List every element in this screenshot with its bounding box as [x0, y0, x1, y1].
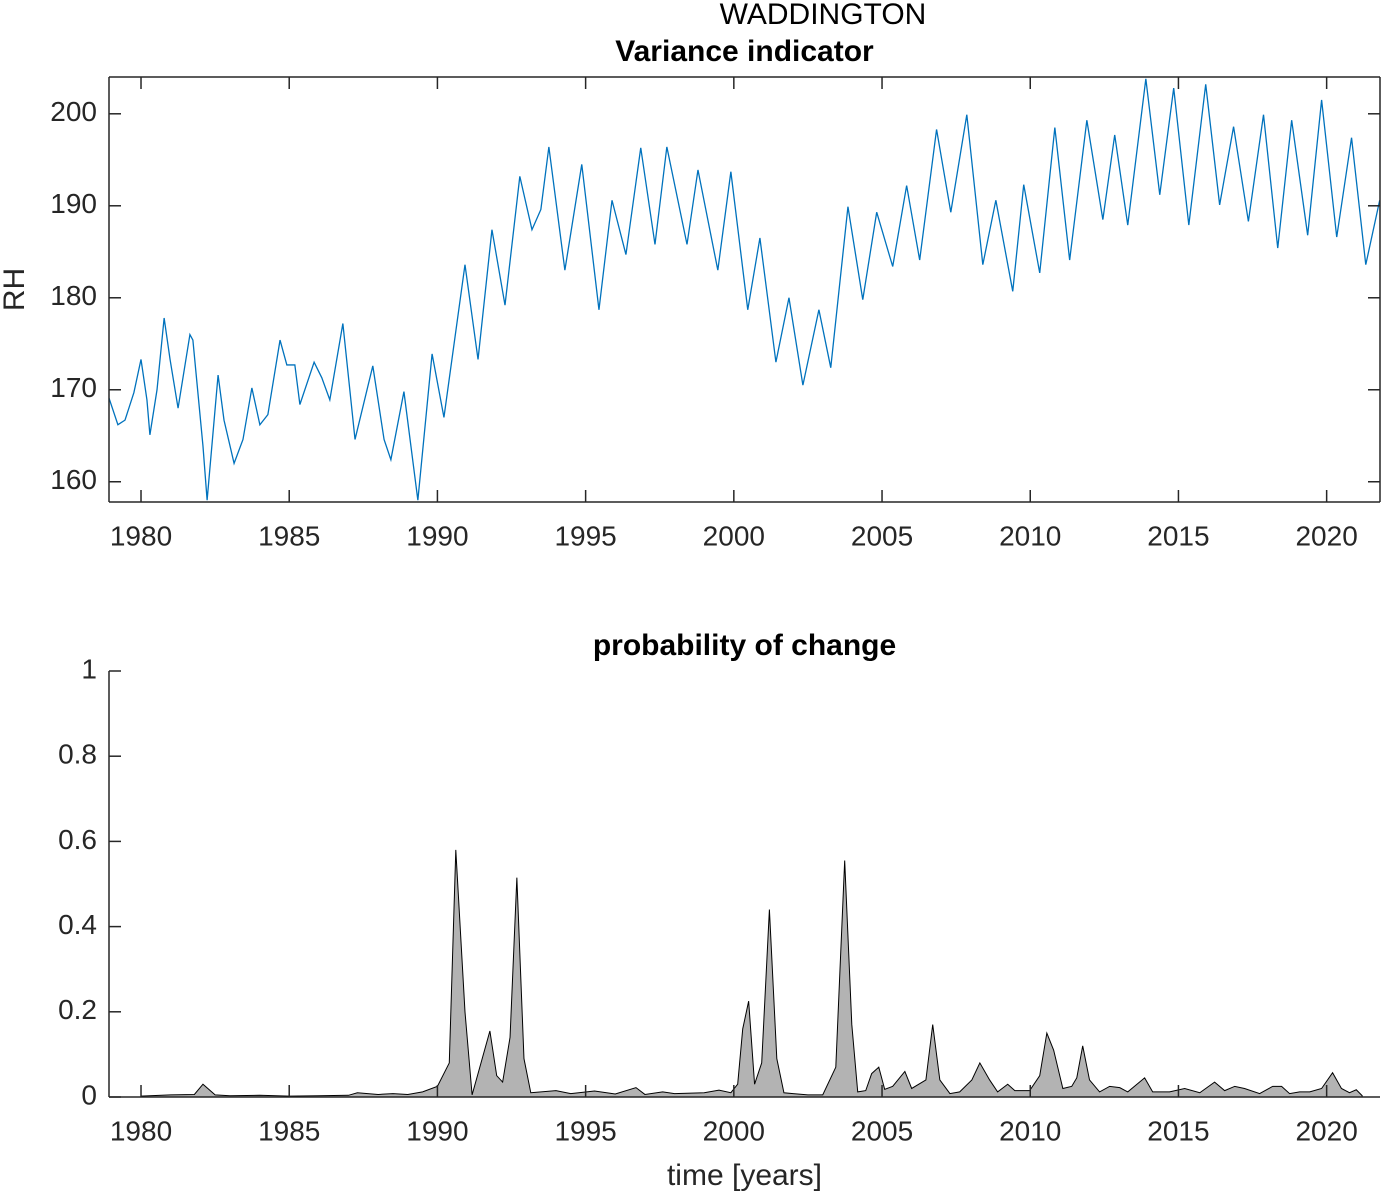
- x-tick-label: 1995: [554, 1115, 616, 1146]
- y-tick-label: 0.6: [58, 824, 97, 855]
- x-axis-label: time [years]: [667, 1159, 822, 1192]
- x-tick-label: 2010: [999, 520, 1061, 551]
- y-tick-label: 170: [50, 372, 97, 403]
- y-tick-label: 1: [81, 653, 97, 684]
- y-tick-label: 200: [50, 96, 97, 127]
- data-line: [108, 78, 1381, 501]
- y-tick-label: 0: [81, 1079, 97, 1110]
- x-tick-label: 2005: [851, 520, 913, 551]
- x-tick-label: 2010: [999, 1115, 1061, 1146]
- y-tick-label: 180: [50, 280, 97, 311]
- x-tick-label: 1985: [258, 1115, 320, 1146]
- x-tick-label: 2015: [1147, 520, 1209, 551]
- x-tick-label: 2020: [1295, 520, 1357, 551]
- y-tick-label: 0.4: [58, 909, 97, 940]
- x-tick-label: 2000: [703, 1115, 765, 1146]
- x-tick-label: 1985: [258, 520, 320, 551]
- x-tick-label: 2015: [1147, 1115, 1209, 1146]
- y-tick-label: 0.8: [58, 739, 97, 770]
- x-tick-label: 1980: [110, 1115, 172, 1146]
- chart-title: probability of change: [593, 629, 896, 662]
- chart-title: Variance indicator: [615, 35, 874, 68]
- x-tick-label: 1995: [554, 520, 616, 551]
- x-tick-label: 2000: [703, 520, 765, 551]
- y-axis-label: RH: [0, 268, 31, 311]
- y-tick-label: 160: [50, 464, 97, 495]
- x-tick-label: 1990: [406, 1115, 468, 1146]
- x-tick-label: 1990: [406, 520, 468, 551]
- x-tick-label: 2020: [1295, 1115, 1357, 1146]
- y-tick-label: 190: [50, 188, 97, 219]
- y-tick-label: 0.2: [58, 994, 97, 1025]
- figure-title: WADDINGTON: [720, 0, 927, 31]
- x-tick-label: 1980: [110, 520, 172, 551]
- x-tick-label: 2005: [851, 1115, 913, 1146]
- data-area: [140, 849, 1363, 1098]
